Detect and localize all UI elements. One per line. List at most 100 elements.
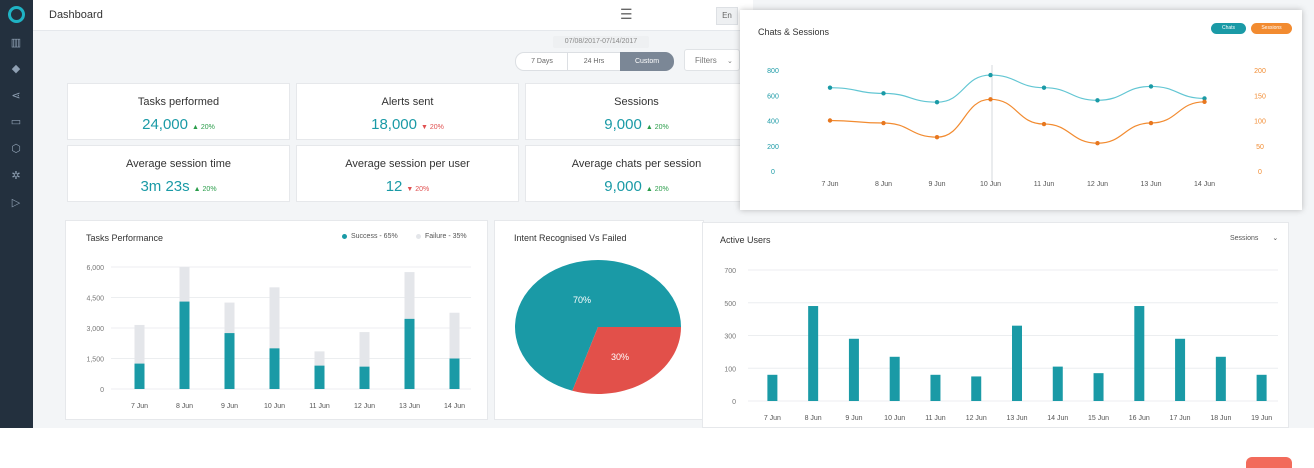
date-range-label: 07/08/2017-07/14/2017 bbox=[553, 36, 649, 48]
chats-line bbox=[829, 74, 1205, 103]
active-users-bar bbox=[808, 306, 819, 401]
pie-label: 70% bbox=[573, 295, 591, 305]
legend-failure[interactable]: Failure - 35% bbox=[416, 233, 467, 240]
sessions-point bbox=[881, 120, 886, 126]
failure-bar bbox=[314, 351, 325, 366]
menu-icon[interactable]: ☰ bbox=[620, 6, 633, 22]
right-axis-label: 0 bbox=[1258, 169, 1262, 176]
chats-point bbox=[934, 99, 940, 105]
left-axis-label: 800 bbox=[767, 68, 779, 75]
x-tick-label: 11 Jun bbox=[925, 415, 946, 422]
active-users-bar bbox=[848, 338, 859, 401]
sessions-dropdown[interactable]: Sessions ⌄ bbox=[1230, 235, 1279, 242]
panel-title: Tasks Performance bbox=[86, 233, 164, 243]
stat-value: 9,000 bbox=[604, 116, 642, 133]
legend-success[interactable]: Success - 65% bbox=[342, 233, 398, 240]
chats-point bbox=[988, 72, 993, 78]
success-bar bbox=[314, 365, 325, 389]
right-axis-label: 200 bbox=[1254, 68, 1266, 75]
feedback-button[interactable] bbox=[1246, 457, 1292, 468]
chats-point bbox=[1202, 96, 1207, 101]
page-title: Dashboard bbox=[49, 9, 103, 21]
sessions-point bbox=[1095, 141, 1100, 146]
failure-bar bbox=[269, 287, 280, 349]
stat-label: Sessions bbox=[614, 96, 659, 108]
sessions-point bbox=[934, 134, 940, 140]
stat-change-up: ▲ 20% bbox=[192, 124, 215, 131]
x-tick-label: 8 Jun bbox=[176, 403, 193, 410]
x-tick-label: 7 Jun bbox=[764, 415, 781, 422]
y-tick-label: 500 bbox=[724, 301, 736, 308]
x-tick-label: 11 Jun bbox=[1034, 181, 1055, 188]
stat-value: 24,000 bbox=[142, 116, 188, 133]
active-users-bar bbox=[1256, 374, 1267, 401]
pie-slice-recognised bbox=[515, 259, 681, 391]
stat-card-sessions: Sessions 9,000 ▲ 20% bbox=[525, 83, 748, 140]
x-tick-label: 9 Jun bbox=[928, 181, 945, 188]
x-tick-label: 18 Jun bbox=[1210, 415, 1231, 422]
chats-pill[interactable]: Chats bbox=[1211, 23, 1246, 34]
cube-icon[interactable]: ⬡ bbox=[11, 143, 21, 155]
chats-point bbox=[1041, 85, 1047, 90]
x-tick-label: 7 Jun bbox=[821, 181, 838, 188]
x-tick-label: 14 Jun bbox=[1194, 181, 1215, 188]
x-tick-label: 14 Jun bbox=[444, 403, 465, 410]
app-logo[interactable] bbox=[8, 6, 25, 23]
chats-point bbox=[1095, 98, 1100, 103]
x-tick-label: 10 Jun bbox=[264, 403, 285, 410]
range-24-hrs[interactable]: 24 Hrs bbox=[567, 52, 621, 71]
sessions-point bbox=[827, 118, 833, 123]
chats-sessions-panel: Chats & Sessions Chats Sessions 0 200 400 6… bbox=[740, 10, 1302, 210]
x-tick-label: 9 Jun bbox=[845, 415, 862, 422]
filters-label: Filters bbox=[695, 56, 717, 65]
failure-bar bbox=[134, 324, 145, 364]
sessions-pill[interactable]: Sessions bbox=[1251, 23, 1292, 34]
success-bar bbox=[179, 301, 190, 389]
active-users-bar bbox=[767, 374, 778, 401]
diamond-icon[interactable]: ◆ bbox=[11, 63, 21, 75]
x-tick-label: 13 Jun bbox=[1006, 415, 1027, 422]
x-tick-label: 10 Jun bbox=[980, 181, 1001, 188]
x-tick-label: 16 Jun bbox=[1129, 415, 1150, 422]
y-tick-label: 300 bbox=[724, 334, 736, 341]
stat-value: 3m 23s bbox=[140, 178, 190, 195]
failure-bar bbox=[179, 267, 190, 302]
bar-chart-icon[interactable]: ▥ bbox=[10, 37, 22, 49]
stat-label: Alerts sent bbox=[381, 96, 434, 108]
x-tick-label: 14 Jun bbox=[1047, 415, 1068, 422]
sessions-point bbox=[1041, 121, 1047, 127]
left-axis-label: 400 bbox=[767, 119, 779, 126]
success-bar bbox=[224, 333, 235, 389]
stat-card-tasks: Tasks performed 24,000 ▲ 20% bbox=[67, 83, 290, 140]
x-tick-label: 19 Jun bbox=[1251, 415, 1272, 422]
right-axis-label: 150 bbox=[1254, 93, 1266, 100]
filters-dropdown[interactable]: Filters ⌄ bbox=[684, 49, 740, 71]
share-icon[interactable]: ⋖ bbox=[11, 90, 21, 102]
active-users-bar bbox=[1134, 306, 1145, 401]
chats-point bbox=[827, 85, 833, 90]
range-7-days[interactable]: 7 Days bbox=[515, 52, 569, 71]
pie-label: 30% bbox=[611, 352, 629, 362]
language-select[interactable]: En bbox=[716, 7, 738, 25]
success-bar bbox=[404, 318, 415, 389]
right-axis-label: 100 bbox=[1254, 119, 1266, 126]
success-bar bbox=[359, 366, 370, 389]
stat-card-session-time: Average session time 3m 23s ▲ 20% bbox=[67, 145, 290, 202]
x-tick-label: 13 Jun bbox=[399, 403, 420, 410]
active-users-bar bbox=[889, 356, 900, 401]
range-custom[interactable]: Custom bbox=[620, 52, 674, 71]
stat-label: Average session time bbox=[126, 158, 231, 170]
settings-icon[interactable]: ✲ bbox=[11, 170, 21, 182]
failure-bar bbox=[449, 312, 460, 359]
stat-value: 9,000 bbox=[604, 178, 642, 195]
y-tick-label: 0 bbox=[732, 399, 736, 406]
chat-icon[interactable]: ▭ bbox=[10, 116, 22, 128]
sessions-point bbox=[1202, 99, 1207, 105]
x-tick-label: 9 Jun bbox=[221, 403, 238, 410]
active-users-panel: Active Users Sessions ⌄ 0 100 300 500 700 7 J… bbox=[702, 222, 1289, 428]
stat-change-up: ▲ 20% bbox=[645, 124, 669, 131]
panel-title: Active Users bbox=[720, 235, 771, 245]
stat-change-down: ▼ 20% bbox=[421, 124, 444, 131]
send-icon[interactable]: ▷ bbox=[11, 197, 21, 209]
chevron-down-icon: ⌄ bbox=[1272, 235, 1279, 242]
